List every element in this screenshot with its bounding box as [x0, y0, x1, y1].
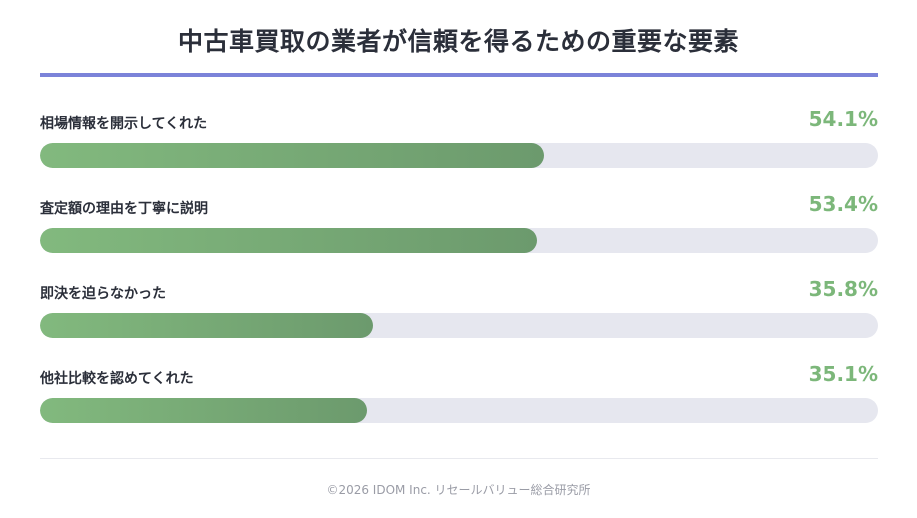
title-underline — [40, 73, 878, 77]
bar-fill — [40, 228, 537, 253]
bar-value-label: 53.4% — [808, 192, 878, 216]
bar-fill — [40, 313, 373, 338]
bar-label: 他社比較を認めてくれた — [40, 371, 194, 387]
bar-track — [40, 398, 878, 423]
bar-track — [40, 313, 878, 338]
chart-title: 中古車買取の業者が信頼を得るための重要な要素 — [177, 27, 739, 56]
bar-track — [40, 143, 878, 168]
bar-label: 相場情報を開示してくれた — [40, 116, 208, 132]
bar-value-label: 35.1% — [808, 362, 878, 386]
bar-fill — [40, 143, 544, 168]
bar-value-label: 54.1% — [808, 107, 878, 131]
bar-row: 査定額の理由を丁寧に説明 53.4% — [40, 192, 878, 262]
bar-track — [40, 228, 878, 253]
bar-label: 査定額の理由を丁寧に説明 — [40, 201, 208, 217]
bar-row: 相場情報を開示してくれた 54.1% — [40, 107, 878, 177]
bar-value-label: 35.8% — [808, 277, 878, 301]
bar-row: 即決を迫らなかった 35.8% — [40, 277, 878, 347]
footer-divider — [40, 458, 878, 459]
bar-label: 即決を迫らなかった — [40, 286, 166, 302]
copyright-footer: ©2026 IDOM Inc. リセールバリュー総合研究所 — [326, 483, 591, 497]
bar-row: 他社比較を認めてくれた 35.1% — [40, 362, 878, 432]
bar-fill — [40, 398, 367, 423]
